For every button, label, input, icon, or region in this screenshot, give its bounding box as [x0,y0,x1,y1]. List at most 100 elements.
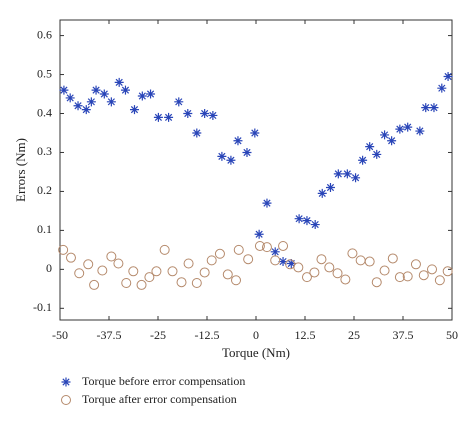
point [317,188,327,198]
point [199,267,210,278]
y-tick-label: 0.6 [37,27,52,41]
point [167,266,178,277]
point [380,130,390,140]
x-tick-label: 12.5 [295,328,316,342]
point [222,269,233,280]
point [342,169,352,179]
point [442,266,453,277]
point [217,151,227,161]
point [402,271,413,282]
point [358,155,368,165]
point [395,124,405,134]
point [261,242,272,253]
point [97,265,108,276]
point [387,136,397,146]
point [427,264,438,275]
point [153,112,163,122]
point [293,262,304,273]
point [301,272,312,283]
point [325,183,335,193]
y-tick-label: 0 [46,261,52,275]
legend-symbol [61,395,71,405]
point [174,97,184,107]
point [83,259,94,270]
x-tick-label: 50 [446,328,458,342]
point [192,128,202,138]
point [146,89,156,99]
x-tick-label: -50 [52,328,68,342]
point [74,268,85,279]
point [65,93,75,103]
point [144,272,155,283]
x-tick-label: -37.5 [97,328,122,342]
point [340,274,351,285]
point [89,279,100,290]
point [410,259,421,270]
point [437,83,447,93]
point [106,97,116,107]
point [333,169,343,179]
point [233,244,244,255]
point [302,216,312,226]
point [99,89,109,99]
point [364,256,375,267]
point [106,251,117,262]
point [278,240,289,251]
point [254,240,265,251]
x-tick-label: 25 [348,328,360,342]
x-tick-label: -12.5 [195,328,220,342]
legend-text: Torque after error compensation [82,392,237,406]
point [379,265,390,276]
x-axis-title: Torque (Nm) [222,345,290,360]
y-tick-label: 0.3 [37,144,52,158]
y-tick-label: 0.5 [37,66,52,80]
point [294,214,304,224]
point [59,85,69,95]
point [250,128,260,138]
point [310,220,320,230]
point [324,262,335,273]
point [286,259,296,269]
point [176,277,187,288]
point [136,279,147,290]
point [113,258,124,269]
point [86,97,96,107]
point [332,268,343,279]
point [443,71,453,81]
legend-text: Torque before error compensation [82,374,245,388]
point [270,247,280,257]
point [270,255,281,266]
point [434,275,445,286]
point [151,266,162,277]
point [191,277,202,288]
point [164,112,174,122]
point [278,257,288,267]
point [65,252,76,263]
point [242,147,252,157]
point [309,267,320,278]
point [137,91,147,101]
point [262,198,272,208]
point [347,248,358,259]
point [421,103,431,113]
point [254,229,264,239]
point [226,155,236,165]
point [429,103,439,113]
point [120,85,130,95]
point [394,272,405,283]
point [372,149,382,159]
point [159,244,170,255]
point [231,275,242,286]
point [351,173,361,183]
x-tick-label: 37.5 [393,328,414,342]
point [208,110,218,120]
y-tick-label: 0.1 [37,222,52,236]
point [365,142,375,152]
legend-symbol [61,377,71,387]
point [129,105,139,115]
point [415,126,425,136]
point [183,109,193,119]
point [128,266,139,277]
